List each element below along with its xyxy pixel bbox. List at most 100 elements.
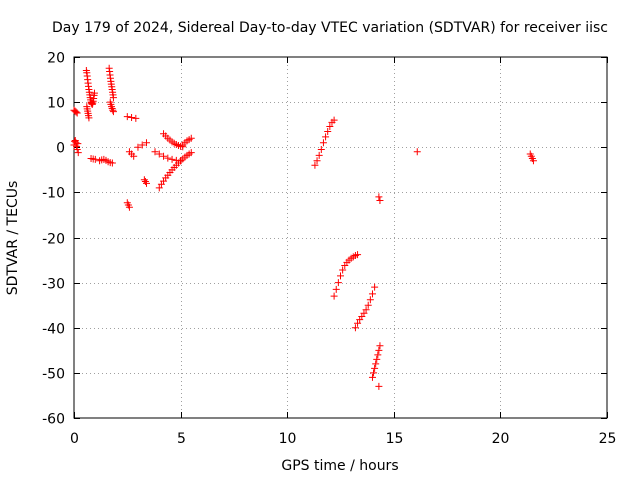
data-point	[142, 139, 150, 147]
series-s05	[87, 155, 99, 163]
y-axis-label: SDTVAR / TECUs	[5, 181, 21, 296]
data-point	[322, 133, 330, 141]
series-s08	[106, 98, 117, 116]
series-s10	[123, 199, 133, 211]
x-tick-label: 10	[279, 431, 297, 447]
data-point	[187, 149, 195, 157]
series-s25	[413, 148, 421, 156]
data-point	[168, 155, 176, 163]
series-s17	[177, 149, 195, 165]
series-s03	[82, 67, 98, 108]
data-point	[160, 152, 168, 160]
x-tick-label: 0	[70, 431, 79, 447]
data-point	[371, 283, 379, 291]
data-point	[72, 108, 80, 116]
series-s19	[311, 116, 338, 169]
axis-ticks	[74, 57, 608, 419]
series-s04	[83, 103, 93, 122]
x-tick-label: 25	[599, 431, 617, 447]
data-point	[132, 114, 140, 122]
data-point	[155, 184, 163, 192]
data-point	[330, 116, 338, 124]
data-point	[529, 157, 537, 165]
data-point	[123, 113, 131, 121]
data-point	[74, 140, 82, 148]
series-s11	[125, 148, 138, 160]
series-s09	[123, 113, 140, 122]
data-point	[364, 301, 372, 309]
y-tick-label: -10	[42, 186, 65, 202]
data-point	[164, 154, 172, 162]
series-s14	[151, 148, 185, 165]
x-tick-label: 20	[492, 431, 510, 447]
data-point	[90, 89, 98, 97]
data-point	[155, 150, 163, 158]
data-point	[374, 351, 382, 359]
tick-labels: 0 5 10 15 20 25 -60 -50 -40 -30 -20 -10 0 10 20	[42, 51, 616, 448]
data-point	[130, 152, 138, 160]
plot-frame	[73, 56, 608, 419]
data-point	[324, 127, 332, 135]
series-s24	[375, 193, 384, 204]
x-tick-label: 15	[386, 431, 404, 447]
data-point	[351, 324, 359, 332]
x-axis-label: GPS time / hours	[281, 458, 398, 474]
data-point	[85, 114, 93, 122]
series-s07	[105, 64, 117, 102]
data-point	[360, 309, 368, 317]
data-point	[109, 94, 117, 102]
y-tick-label: -40	[42, 322, 65, 338]
data-point	[368, 373, 376, 381]
y-tick-label: -50	[42, 367, 65, 383]
data-point	[375, 346, 383, 354]
y-tick-label: 20	[47, 51, 65, 67]
data-point	[141, 178, 149, 186]
data-point	[368, 290, 376, 298]
data-point	[109, 106, 117, 114]
data-point	[366, 296, 374, 304]
data-point	[337, 272, 344, 280]
x-tick-label: 5	[177, 431, 186, 447]
data-point	[108, 104, 116, 112]
data-points	[70, 64, 537, 390]
series-s13	[140, 176, 150, 187]
data-point	[134, 143, 142, 151]
series-s26	[526, 150, 537, 165]
series-s22	[368, 342, 384, 381]
series-s02	[70, 136, 82, 157]
series-s01	[70, 106, 81, 117]
data-point	[108, 103, 116, 111]
data-point	[376, 196, 384, 204]
data-point	[73, 146, 81, 154]
data-point	[313, 157, 321, 165]
data-point	[319, 139, 327, 147]
y-tick-label: -20	[42, 232, 65, 248]
series-s23	[375, 382, 383, 390]
data-point	[354, 251, 362, 259]
series-s15	[155, 157, 185, 192]
data-point	[330, 292, 338, 300]
y-tick-label: -60	[42, 412, 65, 428]
data-point	[125, 203, 133, 211]
data-point	[371, 364, 379, 372]
series-s21	[351, 283, 379, 332]
data-point	[339, 266, 347, 274]
data-point	[74, 149, 82, 157]
data-point	[326, 122, 334, 130]
series-s18	[179, 134, 195, 149]
data-point	[109, 108, 117, 116]
data-point	[376, 342, 384, 350]
data-point	[372, 360, 380, 368]
series-s06	[96, 155, 116, 167]
data-point	[334, 279, 342, 287]
series-s12	[134, 139, 150, 151]
data-point	[375, 382, 383, 390]
chart-title: Day 179 of 2024, Sidereal Day-to-day VTE…	[52, 20, 608, 36]
data-point	[370, 369, 378, 377]
data-point	[128, 113, 136, 121]
data-point	[142, 179, 150, 187]
data-point	[108, 159, 116, 167]
data-point	[413, 148, 421, 156]
data-point	[311, 161, 319, 169]
